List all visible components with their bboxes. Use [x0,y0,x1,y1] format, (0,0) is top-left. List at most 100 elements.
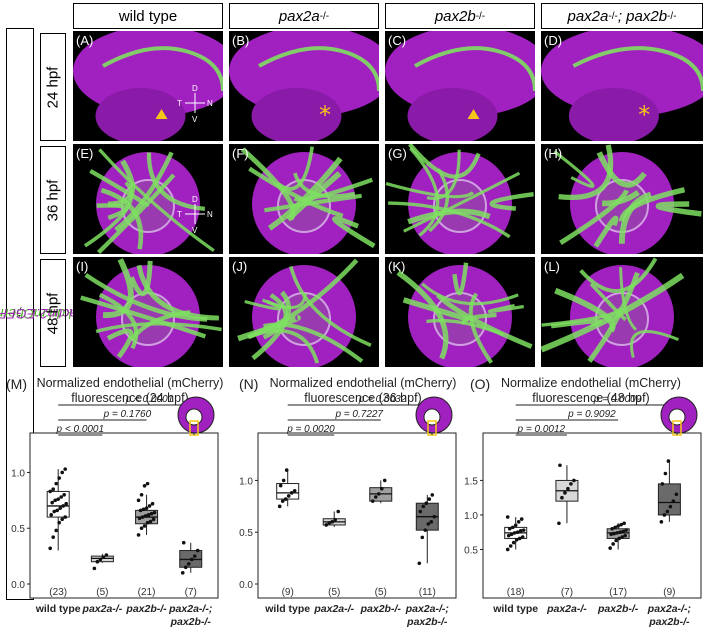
row-header-24hpf: 24 hpf [40,33,66,141]
data-point [49,513,53,517]
data-point [558,463,562,468]
plot-title-line: Normalized endothelial (mCherry) [269,376,457,390]
data-point [610,526,614,531]
pvalue-label: p = 0.1760 [103,409,152,420]
data-point [63,467,67,471]
data-point [151,517,156,522]
n-label: (9) [663,587,675,598]
data-point [622,521,626,526]
plot-frame [482,432,702,599]
data-point [327,521,332,525]
data-point [613,525,617,530]
data-point [142,484,147,488]
data-point [426,522,431,526]
vessel [263,322,364,363]
data-point [505,515,510,519]
y-tick-label: 1.0 [239,476,253,487]
data-point [507,526,512,531]
data-point [141,507,146,512]
data-point [55,508,59,513]
vessel [396,270,449,360]
data-point [61,504,65,508]
plot-title-line: fluorescence (24 hpf) [71,391,189,405]
panel-label: (A) [76,33,94,48]
category-label: pax2a-/- [313,603,354,615]
axis-letter: V [192,226,198,235]
data-point [137,516,142,520]
data-point [509,532,514,537]
col-header-sup: -/- [608,10,618,22]
axis-letter: V [192,115,198,124]
vessel [258,46,379,92]
data-point [54,528,58,533]
data-point [623,533,627,538]
data-point [292,488,297,493]
col-header-text: pax2a [567,7,609,25]
data-point [379,486,384,491]
data-point [48,489,52,494]
data-point [514,538,519,542]
data-point [520,535,525,539]
y-tick-label: 0.0 [239,580,253,591]
col-header-text: pax2a [278,7,320,25]
vessel [289,266,372,347]
data-point [143,514,148,518]
vessel [276,146,314,191]
data-point [617,536,621,541]
n-label: (7) [185,587,197,598]
data-point [278,483,283,488]
data-point [56,497,60,502]
data-point [92,566,97,571]
panel-label: (E) [76,146,94,161]
vessel [96,203,128,221]
data-point [506,533,511,538]
vessel [579,257,658,294]
data-point [289,491,294,495]
data-point [618,530,622,535]
vessel [618,187,686,222]
vessel [97,173,176,254]
vessel [572,46,703,92]
data-point [64,501,68,506]
col-header-wildtype: wild type [73,3,223,29]
data-point [101,555,106,560]
micrograph-panel: * (B) [229,31,379,141]
micrograph-panel: (L) [541,257,703,367]
plot-title-n: Normalized endothelial (mCherry) fluores… [258,376,468,406]
panel-label: (L) [544,259,560,274]
vessel [100,187,144,250]
vessel [421,282,519,306]
data-point [614,538,618,543]
data-point [139,492,144,497]
eye-shape [95,88,186,141]
box-plot: 0.0 0.5 1.0 (9) wild type (5) pax2a-/- (5) pax2b… [239,394,457,628]
axis-letter: T [177,210,182,219]
vessel [102,46,223,92]
orientation-marker: D V T N [177,195,213,235]
data-point [60,517,64,522]
arrowhead-marker [155,109,168,119]
plot-title-line: Normalize endothelial (mCherry) [501,376,681,390]
data-point [336,509,341,514]
box [657,483,681,516]
vessel [95,321,222,334]
eye-shape [251,88,342,141]
category-label: wild type [264,603,310,615]
axis-letter: D [192,84,198,93]
data-point [370,499,375,503]
plot-letter-o: (O) [470,376,491,392]
y-tick-label: 0.5 [464,545,478,556]
data-point [608,546,612,550]
data-point [136,533,141,537]
eye-shape [407,88,498,141]
col-header-pax2a: pax2a -/- [229,3,379,29]
data-point [62,492,66,497]
data-point [189,557,194,562]
col-header-sup: -/- [475,10,486,22]
n-label: (17) [609,587,627,598]
data-point [665,509,670,514]
data-point [54,481,58,486]
vessel [248,328,320,364]
axis-letter: N [207,99,213,108]
data-point [58,506,62,510]
